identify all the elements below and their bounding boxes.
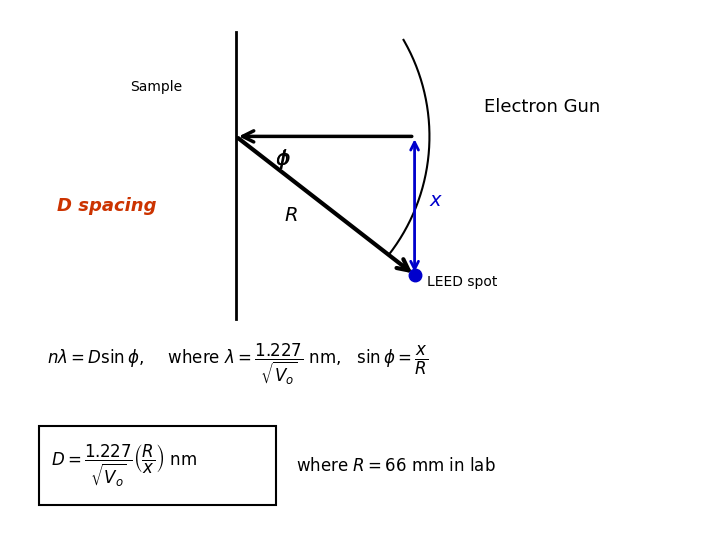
Text: where $R = 66$ mm in lab: where $R = 66$ mm in lab bbox=[295, 457, 495, 475]
Text: Sample: Sample bbox=[130, 80, 183, 94]
Text: $D = \dfrac{1.227}{\sqrt{V_o}}\left(\dfrac{R}{x}\right)$ nm: $D = \dfrac{1.227}{\sqrt{V_o}}\left(\dfr… bbox=[51, 443, 197, 489]
Text: D spacing: D spacing bbox=[58, 197, 157, 215]
Text: $\phi$: $\phi$ bbox=[276, 147, 289, 171]
Text: $R$: $R$ bbox=[284, 206, 297, 225]
Text: $n\lambda = D\sin\phi,$    where $\lambda = \dfrac{1.227}{\sqrt{V_o}}$ nm,   $\s: $n\lambda = D\sin\phi,$ where $\lambda =… bbox=[48, 341, 428, 387]
Text: Electron Gun: Electron Gun bbox=[484, 98, 600, 116]
Text: $x$: $x$ bbox=[429, 191, 444, 210]
Text: LEED spot: LEED spot bbox=[428, 275, 498, 289]
Text: $\phi$: $\phi$ bbox=[274, 147, 291, 171]
